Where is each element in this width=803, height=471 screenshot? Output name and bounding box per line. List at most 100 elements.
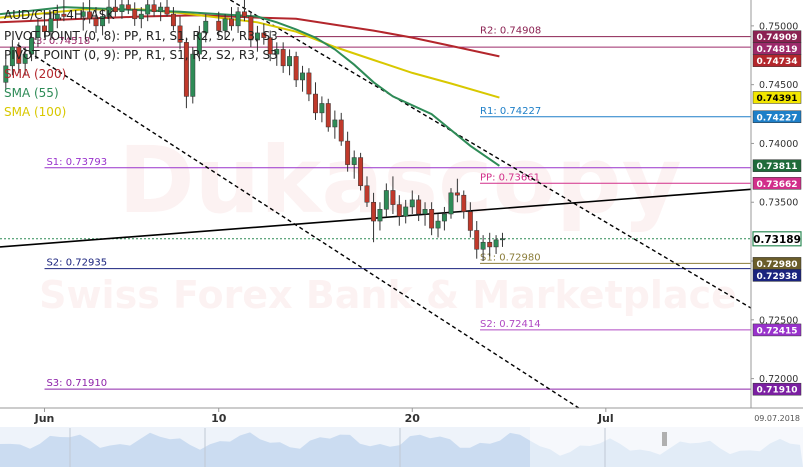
navigator-area — [0, 432, 803, 467]
price-tag-bg-9 — [752, 323, 802, 337]
candle-body-50 — [345, 140, 351, 165]
candle-body-54 — [371, 201, 377, 222]
candle-body-36 — [254, 32, 260, 41]
candle-body-13 — [100, 16, 106, 27]
candle-body-65 — [441, 213, 447, 222]
price-tags: 0.74909 0.74819 0.74734 0.74391 0.74227 0.738… — [752, 30, 802, 396]
price-tag-text-5: 0.73811 — [757, 162, 798, 172]
candle-body-0 — [3, 65, 9, 83]
candle-body-71 — [480, 241, 486, 250]
candle-body-26 — [183, 42, 189, 97]
x-tick-label-2: 20 — [405, 412, 421, 425]
candle-body-15 — [112, 6, 118, 13]
candle-body-41 — [287, 56, 293, 67]
candle-body-12 — [93, 18, 99, 27]
price-tag-text-9: 0.72415 — [757, 326, 798, 336]
candle-body-2 — [16, 46, 22, 64]
candle-body-42 — [293, 56, 299, 81]
legend-item-0: PIVOT POINT (0, 8): PP, R1, S1, R2, S2, … — [4, 29, 278, 43]
level-label-6: S1: 0.73793 — [46, 157, 107, 168]
x-tick-label-0: Jun — [34, 412, 55, 425]
candle-body-47 — [325, 103, 331, 128]
legend-item-1: PIVOT POINT (0, 9): PP, R1, S1, R2, S2, … — [4, 48, 278, 62]
level-label-0: R2: 0.74908 — [480, 26, 541, 37]
candle-body-64 — [435, 220, 441, 229]
price-tag-text-6: 0.73662 — [757, 180, 798, 190]
candle-body-44 — [306, 72, 312, 95]
date-label: 09.07.2018 — [754, 414, 800, 423]
y-tick-label-2: 0.74000 — [759, 139, 798, 150]
candle-body-23 — [164, 6, 170, 15]
y-tick-label-5: 0.72500 — [759, 315, 798, 326]
x-tick-label-3: Jul — [597, 412, 614, 425]
candle-body-62 — [422, 209, 428, 215]
candle-body-60 — [409, 199, 415, 208]
candle-body-55 — [377, 209, 383, 222]
candle-body-24 — [170, 13, 176, 27]
current-price-tag-text: 0.73189 — [753, 234, 801, 246]
candle-body-48 — [332, 119, 338, 128]
candle-body-74 — [500, 238, 505, 241]
candle-body-38 — [267, 37, 273, 55]
candle-body-51 — [351, 157, 357, 165]
candle-body-68 — [461, 194, 467, 212]
level-label-4: R1: 0.74227 — [480, 106, 541, 117]
legend-item-2: SMA (200) — [4, 67, 66, 81]
level-label-1: R3: 0.74518 — [29, 36, 90, 47]
candle-body-49 — [338, 119, 344, 142]
sma-55-line — [0, 6, 500, 167]
y-tick-label-6: 0.72000 — [759, 374, 798, 385]
candle-body-52 — [358, 157, 364, 187]
candle-body-14 — [106, 6, 112, 17]
level-label-7: PP: 0.73661 — [480, 172, 540, 183]
price-tag-text-7: 0.72980 — [757, 260, 798, 270]
candle-body-19 — [138, 13, 144, 20]
price-tag-text-2: 0.74734 — [757, 57, 798, 67]
watermark: Dukascopy Swiss Forex Bank & Marketplace — [39, 127, 737, 317]
current-price-tag-bg — [752, 231, 802, 247]
price-tag-bg-3 — [752, 91, 802, 104]
candle-body-27 — [190, 53, 196, 97]
candle-body-37 — [261, 32, 267, 38]
candle-body-31 — [222, 18, 228, 31]
candle-body-4 — [29, 37, 34, 55]
candles — [3, 0, 505, 262]
candle-body-9 — [61, 13, 67, 17]
candle-body-43 — [300, 72, 305, 81]
candle-body-21 — [151, 4, 157, 13]
price-tag-text-0: 0.74909 — [757, 33, 798, 43]
candle-body-10 — [80, 11, 86, 17]
candle-body-61 — [416, 199, 422, 215]
candle-body-69 — [467, 211, 473, 231]
navigator-handle — [662, 432, 667, 446]
y-tick-label-3: 0.73500 — [759, 198, 798, 209]
candle-body-58 — [396, 204, 402, 217]
candle-body-6 — [42, 25, 47, 32]
watermark-brand: Dukascopy — [118, 127, 681, 234]
overview-navigator[interactable] — [0, 427, 803, 467]
price-tag-bg-10 — [752, 382, 802, 396]
candle-body-70 — [474, 230, 480, 250]
price-tag-text-10: 0.71910 — [757, 386, 798, 396]
candle-body-32 — [229, 18, 234, 27]
y-tick-label-0: 0.75000 — [759, 21, 798, 32]
candle-body-22 — [158, 6, 164, 13]
candle-body-35 — [248, 16, 254, 41]
trendline-upper-1 — [229, 0, 752, 309]
y-tick-label-1: 0.74500 — [759, 80, 798, 91]
price-tag-bg-2 — [752, 54, 802, 67]
candle-body-57 — [390, 190, 396, 205]
candle-body-30 — [216, 20, 222, 31]
level-label-9: S2: 0.72935 — [46, 258, 107, 269]
candle-body-40 — [280, 49, 286, 67]
candle-body-39 — [274, 49, 280, 55]
candle-body-63 — [429, 209, 435, 229]
price-tag-bg-8 — [752, 269, 802, 282]
candle-body-46 — [319, 103, 325, 114]
candle-body-56 — [383, 190, 389, 210]
pivot-level-lines: R2: 0.74908 R3: 0.74518 R1: 0.74227 S1: 0.7… — [0, 26, 751, 390]
price-tag-bg-6 — [752, 177, 802, 190]
candle-body-7 — [48, 18, 54, 32]
candle-body-45 — [313, 93, 318, 114]
